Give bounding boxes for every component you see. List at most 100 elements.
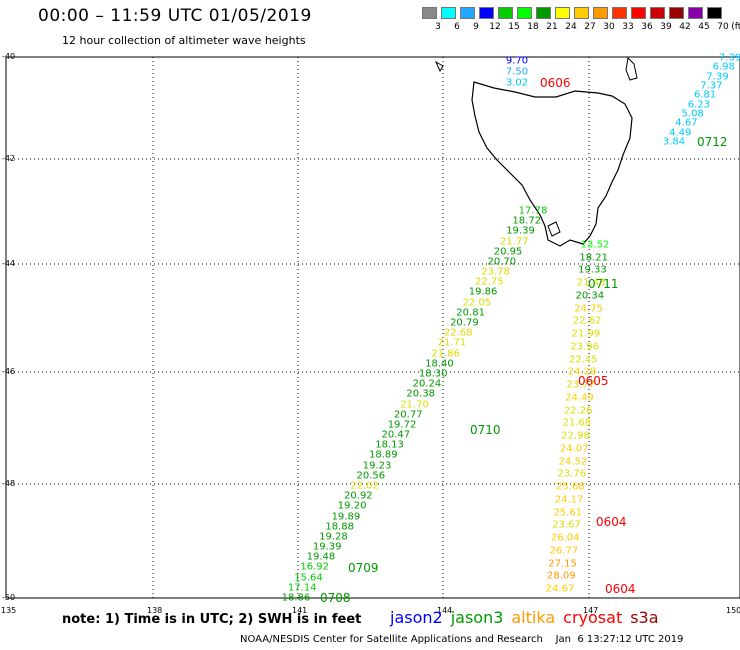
island-north (625, 56, 638, 81)
colorbar-label: 18 (527, 22, 539, 32)
colorbar-label: 42 (679, 22, 691, 32)
wave-height-value: 20.47 (381, 429, 411, 441)
lat-label: -44 (2, 259, 16, 268)
legend-entry: jason2 (390, 608, 443, 627)
wave-height-value: 7.39 (706, 71, 729, 83)
wave-height-value: 21.43 (576, 277, 606, 289)
wave-height-value: 24.07 (559, 443, 589, 455)
wave-height-value: 19.89 (331, 511, 361, 523)
colorbar-label: 3 (435, 22, 441, 32)
wave-height-value: 23.67 (552, 519, 581, 531)
wave-height-value: 7.50 (505, 66, 529, 78)
colorbar-label: 30 (603, 22, 615, 32)
pass-time-label: 0604 (596, 515, 627, 529)
wave-height-value: 22.75 (475, 276, 504, 288)
lon-label: 144 (437, 606, 453, 615)
wave-height-value: 22.68 (443, 327, 473, 339)
wave-height-value: 19.72 (387, 419, 417, 431)
wave-height-value: 18.72 (512, 215, 542, 227)
wave-height-value: 22.98 (561, 430, 590, 442)
wave-height-value: 23.78 (481, 266, 510, 278)
map-subtitle: 12 hour collection of altimeter wave hei… (62, 34, 306, 47)
wave-height-value: 20.34 (575, 290, 605, 302)
wave-height-value: 18.13 (375, 439, 404, 451)
wave-height-value: 23.96 (570, 341, 599, 353)
wave-height-value: 17.14 (287, 582, 317, 594)
map-title: 00:00 – 11:59 UTC 01/05/2019 (38, 6, 312, 26)
wave-height-value: 4.67 (675, 117, 698, 129)
colorbar-swatch (650, 7, 665, 19)
wave-height-value: 21.70 (400, 399, 429, 410)
wave-height-value: 18.21 (579, 252, 609, 264)
wave-height-value: 22.05 (462, 297, 492, 309)
wave-height-value: 21.77 (499, 236, 529, 248)
wave-height-value: 20.24 (412, 378, 442, 390)
wave-height-value: 18.86 (281, 592, 311, 604)
wave-height-value: 6.23 (687, 99, 711, 111)
wave-height-value: 22.26 (563, 405, 593, 417)
wave-height-value: 26.04 (550, 532, 580, 544)
footer-note: note: 1) Time is in UTC; 2) SWH is in fe… (62, 612, 362, 627)
lon-label: 141 (292, 606, 308, 615)
wave-height-value: 19.20 (337, 500, 367, 512)
pass-time-label: 0604 (605, 582, 636, 596)
colorbar-label: 6 (454, 22, 460, 32)
wave-height-value: 20.81 (456, 307, 485, 319)
lat-label: -50 (2, 593, 16, 602)
pass-time-label: 0709 (348, 561, 379, 575)
colorbar-swatch (460, 7, 475, 19)
colorbar-swatch (536, 7, 551, 19)
colorbar-label: 39 (660, 22, 672, 32)
wave-height-value: 20.38 (406, 388, 436, 400)
wave-height-value: 6.98 (712, 61, 735, 73)
pass-time-label: 0712 (697, 135, 728, 149)
colorbar-label: 24 (565, 22, 577, 32)
wave-height-value: 23.77 (566, 379, 596, 391)
colorbar-swatch (688, 7, 703, 19)
wave-height-value: 25.68 (556, 481, 585, 493)
wave-height-value: 20.77 (393, 409, 423, 421)
wave-height-value: 20.95 (493, 246, 523, 258)
colorbar-label: 15 (508, 22, 520, 32)
wave-height-value: 19.33 (578, 264, 607, 276)
colorbar-label: 70 (717, 22, 729, 32)
wave-height-value: 18.30 (418, 368, 448, 380)
colorbar-unit: (ft) (731, 22, 740, 32)
island-southeast (547, 221, 561, 237)
satellite-legend: jason2 jason3 altika cryosat s3a (390, 608, 667, 627)
wave-height-value: 19.39 (312, 541, 342, 553)
colorbar-swatch (517, 7, 532, 19)
wave-height-value: 20.70 (487, 256, 517, 268)
colorbar-label: 27 (584, 22, 596, 32)
lon-label: 150 (726, 606, 740, 615)
wave-height-value: 18.89 (368, 449, 398, 461)
colorbar-swatch (631, 7, 646, 19)
map-frame (5, 56, 740, 599)
colorbar-swatch (612, 7, 627, 19)
colorbar-label: 36 (641, 22, 653, 32)
wave-height-value: 21.99 (571, 328, 601, 340)
wave-height-value: 19.86 (468, 286, 498, 298)
colorbar-swatch (441, 7, 456, 19)
colorbar-swatch (422, 7, 437, 19)
wave-height-value: 7.37 (700, 80, 723, 92)
wave-height-value: 13.52 (580, 239, 610, 251)
wave-height-value: 23.76 (557, 468, 586, 480)
colorbar-swatch (574, 7, 589, 19)
wave-height-value: 17.78 (518, 205, 548, 217)
wave-height-value: 20.56 (356, 470, 386, 482)
colorbar-label: 21 (546, 22, 558, 32)
pass-time-label: 0708 (320, 591, 351, 605)
wave-height-value: 19.23 (362, 460, 392, 472)
legend-entry: jason3 (450, 608, 504, 627)
wave-height-value: 22.02 (350, 480, 379, 492)
lon-label: 135 (1, 606, 17, 615)
colorbar-label: 12 (489, 22, 501, 32)
wave-height-value: 4.49 (669, 127, 692, 139)
colorbar-swatch (479, 7, 494, 19)
wave-height-value: 21.68 (562, 417, 592, 429)
wave-height-value: 5.08 (681, 108, 704, 120)
legend-entry: cryosat (563, 608, 623, 627)
colorbar-label: 45 (698, 22, 710, 32)
colorbar-swatch (593, 7, 608, 19)
